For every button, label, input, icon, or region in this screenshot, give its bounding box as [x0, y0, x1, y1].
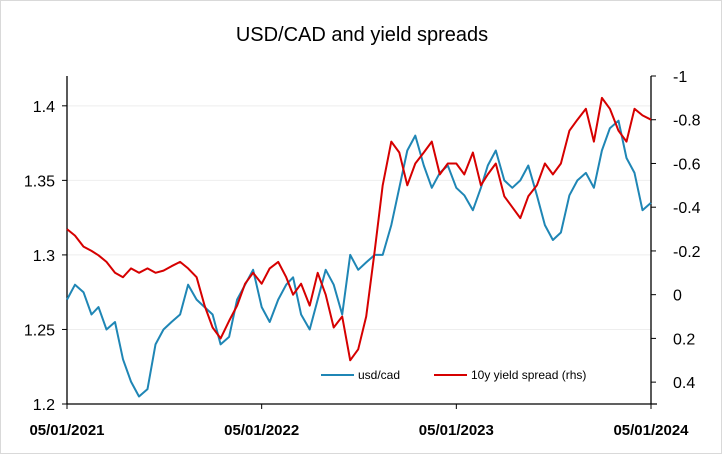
y-right-tick-label: 0	[673, 288, 682, 305]
axes: 1.2 1.25 1.3 1.35 1.4 0.4 0.2 0 -0.2 -0.4 -0.6 -0.8…	[24, 69, 701, 439]
legend-label: 10y yield spread (rhs)	[471, 368, 586, 382]
y-right-tick-label: 0.4	[673, 375, 695, 392]
x-tick-label: 05/01/2021	[29, 422, 104, 439]
y-right-tick-label: -1	[673, 69, 687, 86]
x-tick-label: 05/01/2023	[419, 422, 494, 439]
y-left-tick-label: 1.35	[24, 173, 55, 190]
y-right-tick-label: -0.8	[673, 113, 701, 130]
y-left-tick-label: 1.4	[33, 99, 55, 116]
x-tick-label: 05/01/2022	[224, 422, 299, 439]
y-left-tick-label: 1.3	[33, 248, 55, 265]
series-line-usd-cad	[66, 119, 652, 398]
chart-title: USD/CAD and yield spreads	[236, 24, 488, 46]
y-left-tick-label: 1.25	[24, 322, 55, 339]
y-right-tick-label: 0.2	[673, 331, 695, 348]
gridlines	[67, 105, 651, 330]
y-right-tick-label: -0.6	[673, 156, 701, 173]
series-line-yield-spread	[66, 96, 652, 362]
y-right-tick-label: -0.4	[673, 200, 701, 217]
legend: usd/cad 10y yield spread (rhs)	[321, 368, 586, 382]
legend-label: usd/cad	[358, 368, 400, 382]
y-right-tick-label: -0.2	[673, 244, 701, 261]
series-group	[66, 96, 652, 398]
y-left-tick-label: 1.2	[33, 397, 55, 414]
x-tick-label: 05/01/2024	[613, 422, 689, 439]
